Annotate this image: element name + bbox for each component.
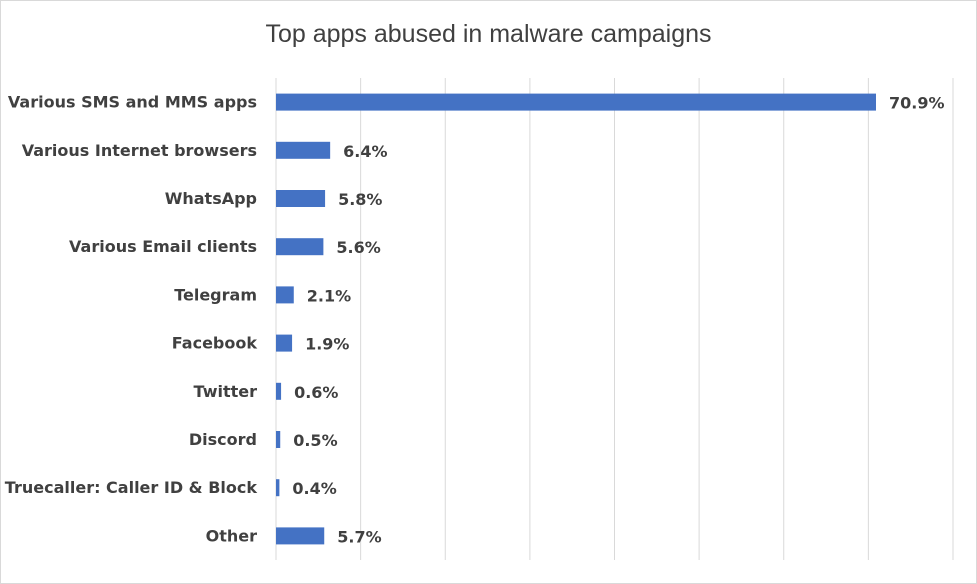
bar (276, 431, 281, 448)
bar (276, 527, 325, 545)
bar (276, 334, 293, 352)
category-label: Various SMS and MMS apps (8, 93, 257, 112)
data-label: 6.4% (343, 142, 387, 161)
bar (276, 93, 876, 111)
chart-title: Top apps abused in malware campaigns (265, 20, 712, 48)
category-label: Twitter (194, 382, 258, 401)
data-label: 0.5% (293, 431, 337, 450)
bar (276, 382, 282, 400)
data-label: 0.4% (292, 479, 336, 498)
bar (276, 141, 331, 159)
category-label: Various Internet browsers (22, 141, 257, 160)
data-label: 5.8% (338, 190, 382, 209)
category-label: WhatsApp (165, 189, 257, 208)
category-label: Other (206, 526, 257, 545)
bar (276, 479, 280, 497)
category-label: Truecaller: Caller ID & Block (5, 478, 258, 497)
bar (276, 286, 294, 304)
data-label: 70.9% (889, 94, 945, 113)
data-label: 5.7% (337, 527, 381, 546)
data-label: 2.1% (307, 286, 351, 305)
data-label: 5.6% (336, 238, 380, 257)
bar (276, 238, 324, 256)
data-label: 1.9% (305, 335, 349, 354)
bar (276, 190, 326, 207)
data-label: 0.6% (294, 383, 338, 402)
category-label: Discord (189, 430, 257, 449)
category-label: Facebook (172, 334, 258, 353)
category-label: Telegram (174, 285, 257, 304)
category-label: Various Email clients (69, 237, 257, 256)
